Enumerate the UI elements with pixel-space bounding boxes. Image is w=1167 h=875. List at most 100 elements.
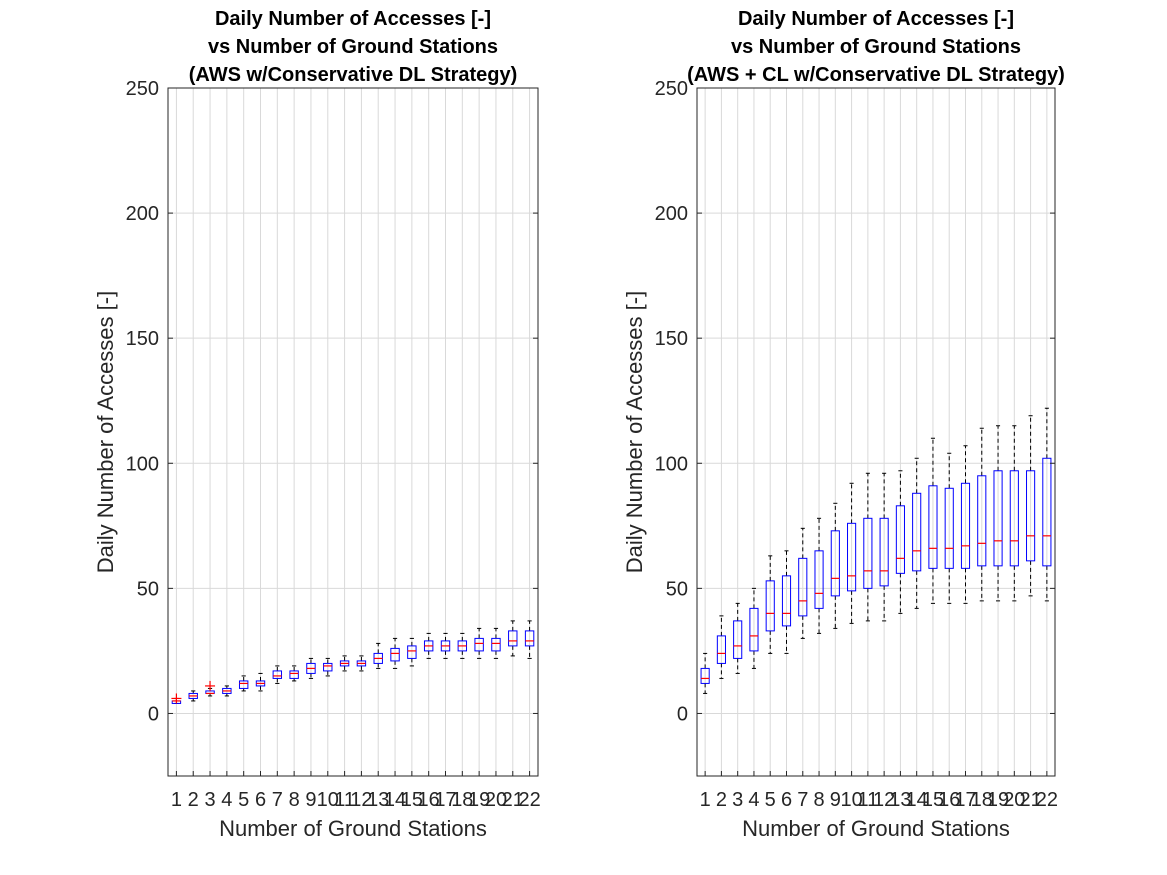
box-13 (373, 642, 383, 669)
x-tick-label: 7 (272, 789, 283, 811)
x-tick-label: 2 (716, 789, 727, 811)
x-tick-label: 13 (889, 789, 911, 811)
outlier-marker (171, 693, 182, 704)
box-iqr (781, 575, 792, 627)
box-2 (716, 615, 726, 679)
y-tick-label: 250 (655, 78, 688, 100)
box-5 (765, 555, 775, 654)
y-tick-label: 50 (666, 578, 688, 600)
box-iqr (912, 492, 922, 572)
axes-frame (167, 87, 539, 777)
x-tick-label: 8 (289, 789, 300, 811)
box-9 (306, 657, 316, 679)
box-iqr (474, 637, 484, 652)
outlier-marker (205, 680, 216, 691)
box-iqr (524, 630, 535, 647)
y-axis-label: Daily Number of Accesses [-] (93, 291, 118, 573)
box-16 (423, 632, 434, 659)
x-tick-label: 1 (700, 789, 711, 811)
box-iqr (863, 517, 873, 589)
y-tick-label: 150 (655, 328, 688, 350)
box-21 (508, 620, 518, 657)
x-tick-label: 6 (255, 789, 266, 811)
y-tick-label: 0 (148, 703, 159, 725)
y-tick-label: 50 (137, 578, 159, 600)
box-11 (339, 655, 350, 672)
x-tick-label: 17 (434, 789, 456, 811)
y-tick-label: 250 (126, 78, 159, 100)
x-tick-label: 18 (451, 789, 473, 811)
box-iqr (814, 550, 824, 609)
box-14 (912, 457, 922, 609)
box-14 (390, 637, 400, 669)
box-19 (993, 425, 1003, 602)
x-tick-label: 4 (221, 789, 232, 811)
box-iqr (993, 470, 1003, 567)
box-iqr (1009, 470, 1019, 567)
chart-title-line: (AWS + CL w/Conservative DL Strategy) (687, 64, 1065, 86)
box-iqr (508, 630, 518, 647)
box-iqr (977, 475, 987, 567)
x-axis-label: Number of Ground Stations (219, 816, 487, 841)
x-tick-label: 1 (171, 789, 182, 811)
x-tick-label: 2 (188, 789, 199, 811)
box-iqr (749, 607, 759, 652)
box-11 (863, 472, 873, 622)
y-axis-label: Daily Number of Accesses [-] (622, 291, 647, 573)
x-tick-label: 15 (401, 789, 423, 811)
box-6 (781, 550, 792, 654)
box-10 (847, 482, 857, 624)
y-tick-label: 150 (126, 328, 159, 350)
box-iqr (765, 580, 775, 632)
y-tick-label: 200 (655, 203, 688, 225)
y-tick-label: 100 (126, 453, 159, 475)
box-iqr (1042, 457, 1052, 567)
box-iqr (407, 645, 417, 659)
x-tick-label: 5 (765, 789, 776, 811)
x-tick-label: 9 (305, 789, 316, 811)
box-9 (830, 502, 840, 629)
box-6 (255, 672, 266, 692)
box-21 (1026, 415, 1036, 597)
axes-frame (696, 87, 1056, 777)
box-7 (272, 665, 283, 684)
box-3 (733, 602, 743, 674)
box-16 (944, 452, 954, 604)
box-22 (1042, 407, 1052, 602)
x-tick-label: 16 (938, 789, 960, 811)
box-iqr (272, 670, 283, 679)
x-tick-label: 3 (732, 789, 743, 811)
box-iqr (716, 635, 726, 664)
box-4 (222, 685, 232, 697)
box-4 (749, 587, 759, 669)
x-tick-label: 22 (1036, 789, 1058, 811)
box-18 (457, 632, 468, 659)
y-tick-label: 200 (126, 203, 159, 225)
y-tick-label: 0 (677, 703, 688, 725)
x-tick-label: 20 (1003, 789, 1025, 811)
box-iqr (944, 487, 954, 569)
box-iqr (960, 482, 971, 569)
chart-title-line: (AWS w/Conservative DL Strategy) (189, 64, 518, 86)
box-iqr (733, 620, 743, 659)
x-tick-label: 15 (922, 789, 944, 811)
box-2 (188, 690, 198, 702)
x-tick-label: 11 (334, 789, 355, 811)
box-10 (323, 657, 333, 677)
x-axis-label: Number of Ground Stations (742, 816, 1010, 841)
x-tick-label: 12 (350, 789, 372, 811)
chart-title-line: vs Number of Ground Stations (731, 36, 1021, 58)
box-iqr (390, 647, 400, 662)
x-tick-label: 18 (971, 789, 993, 811)
x-tick-label: 6 (781, 789, 792, 811)
box-7 (798, 527, 808, 639)
x-tick-label: 11 (857, 789, 878, 811)
box-1 (700, 652, 710, 694)
x-tick-label: 14 (384, 789, 406, 811)
plot-area (697, 88, 1055, 776)
box-19 (474, 627, 484, 659)
x-tick-label: 10 (317, 789, 339, 811)
